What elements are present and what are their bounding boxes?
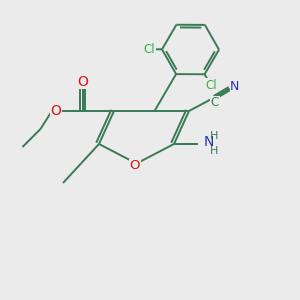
Text: N: N (204, 136, 214, 149)
Text: H: H (210, 146, 218, 156)
Text: O: O (51, 104, 62, 118)
Text: C: C (211, 96, 219, 109)
Text: Cl: Cl (205, 79, 217, 92)
Text: N: N (230, 80, 240, 94)
Text: O: O (77, 75, 88, 88)
Text: O: O (130, 159, 140, 172)
Text: H: H (210, 130, 218, 141)
Text: Cl: Cl (144, 43, 155, 56)
